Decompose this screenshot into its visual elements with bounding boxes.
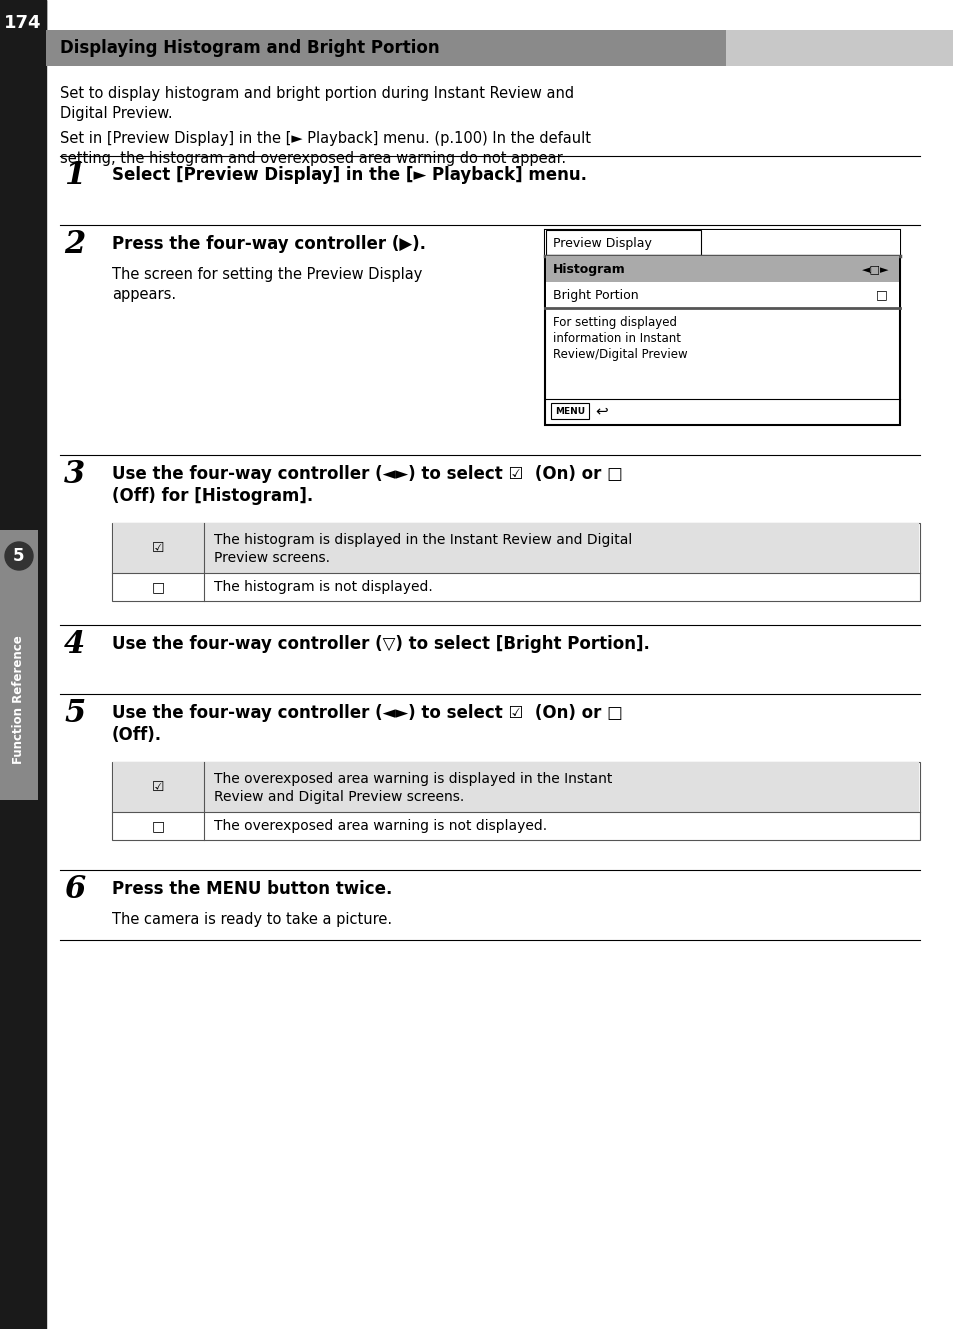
Text: The overexposed area warning is displayed in the Instant: The overexposed area warning is displaye… bbox=[213, 772, 612, 785]
Text: ☑: ☑ bbox=[152, 541, 164, 556]
Text: 1: 1 bbox=[64, 159, 85, 191]
Text: 2: 2 bbox=[64, 229, 85, 260]
Text: 6: 6 bbox=[64, 874, 85, 905]
Text: appears.: appears. bbox=[112, 287, 176, 302]
Bar bbox=[112, 524, 919, 601]
Text: The camera is ready to take a picture.: The camera is ready to take a picture. bbox=[112, 912, 392, 928]
Bar bbox=[46, 31, 953, 66]
Text: 5: 5 bbox=[64, 698, 85, 730]
Text: Select [Preview Display] in the [► Playback] menu.: Select [Preview Display] in the [► Playb… bbox=[112, 166, 586, 183]
Text: setting, the histogram and overexposed area warning do not appear.: setting, the histogram and overexposed a… bbox=[60, 152, 565, 166]
Text: 4: 4 bbox=[64, 629, 85, 661]
Bar bbox=[112, 524, 918, 573]
Text: Set in [Preview Display] in the [► Playback] menu. (p.100) In the default: Set in [Preview Display] in the [► Playb… bbox=[60, 132, 590, 146]
Text: MENU: MENU bbox=[555, 407, 584, 416]
Text: ↩: ↩ bbox=[595, 404, 607, 419]
Bar bbox=[112, 762, 919, 840]
Text: Review/Digital Preview: Review/Digital Preview bbox=[553, 348, 687, 361]
Text: Preview Display: Preview Display bbox=[553, 237, 651, 250]
Text: 3: 3 bbox=[64, 459, 85, 490]
Text: 174: 174 bbox=[4, 15, 42, 32]
Text: (Off) for [Histogram].: (Off) for [Histogram]. bbox=[112, 486, 313, 505]
Bar bbox=[545, 230, 700, 255]
Text: □: □ bbox=[152, 819, 164, 833]
Text: Displaying Histogram and Bright Portion: Displaying Histogram and Bright Portion bbox=[60, 39, 439, 57]
Text: Use the four-way controller (◄►) to select ☑  (On) or □: Use the four-way controller (◄►) to sele… bbox=[112, 465, 622, 482]
Text: □: □ bbox=[875, 288, 887, 302]
Text: Review and Digital Preview screens.: Review and Digital Preview screens. bbox=[213, 789, 464, 804]
Bar bbox=[545, 282, 898, 308]
Bar bbox=[112, 762, 918, 812]
Bar bbox=[544, 230, 899, 425]
Text: For setting displayed: For setting displayed bbox=[553, 316, 677, 330]
Text: information in Instant: information in Instant bbox=[553, 332, 680, 346]
Text: The histogram is not displayed.: The histogram is not displayed. bbox=[213, 579, 433, 594]
Text: Press the four-way controller (▶).: Press the four-way controller (▶). bbox=[112, 235, 426, 253]
Text: Bright Portion: Bright Portion bbox=[553, 288, 638, 302]
Bar bbox=[0, 530, 38, 800]
Bar bbox=[0, 0, 46, 47]
Bar bbox=[0, 0, 46, 1329]
Text: 5: 5 bbox=[13, 548, 25, 565]
Text: The histogram is displayed in the Instant Review and Digital: The histogram is displayed in the Instan… bbox=[213, 533, 632, 548]
Bar bbox=[46, 31, 725, 66]
Text: Digital Preview.: Digital Preview. bbox=[60, 106, 172, 121]
Text: ◄□►: ◄□► bbox=[862, 264, 888, 274]
Circle shape bbox=[5, 542, 33, 570]
Bar bbox=[544, 230, 899, 256]
Text: Histogram: Histogram bbox=[553, 263, 625, 275]
Text: Use the four-way controller (▽) to select [Bright Portion].: Use the four-way controller (▽) to selec… bbox=[112, 635, 649, 653]
Bar bbox=[551, 403, 588, 419]
Text: The overexposed area warning is not displayed.: The overexposed area warning is not disp… bbox=[213, 819, 547, 833]
Text: The screen for setting the Preview Display: The screen for setting the Preview Displ… bbox=[112, 267, 422, 282]
Text: (Off).: (Off). bbox=[112, 726, 162, 744]
Text: Press the MENU button twice.: Press the MENU button twice. bbox=[112, 880, 392, 898]
Bar bbox=[545, 256, 898, 282]
Text: Set to display histogram and bright portion during Instant Review and: Set to display histogram and bright port… bbox=[60, 86, 574, 101]
Text: Function Reference: Function Reference bbox=[12, 635, 26, 764]
Text: ☑: ☑ bbox=[152, 780, 164, 793]
Text: Preview screens.: Preview screens. bbox=[213, 552, 330, 565]
Text: □: □ bbox=[152, 579, 164, 594]
Text: Use the four-way controller (◄►) to select ☑  (On) or □: Use the four-way controller (◄►) to sele… bbox=[112, 704, 622, 722]
